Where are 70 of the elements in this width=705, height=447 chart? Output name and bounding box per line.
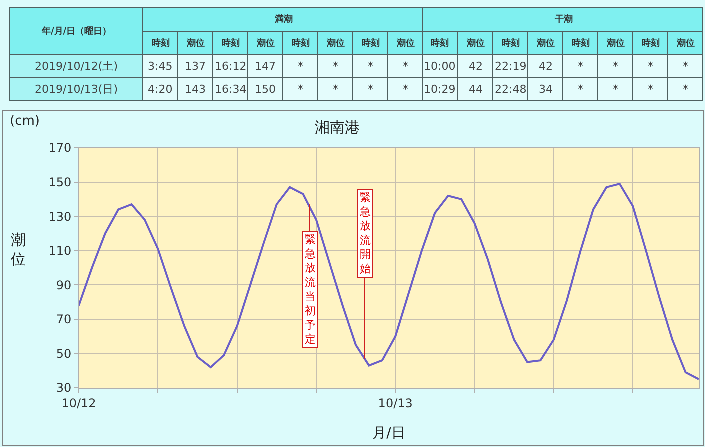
- text: *: [403, 83, 409, 96]
- text: 満潮: [274, 14, 293, 25]
- text: 44: [469, 83, 483, 96]
- y-tick-label: 150: [48, 175, 72, 190]
- text: 潮位: [396, 38, 415, 49]
- text: *: [368, 60, 374, 73]
- text: 22:48: [495, 83, 527, 96]
- text: 22:19: [495, 60, 527, 73]
- text: 時刻: [431, 38, 449, 49]
- x-axis-title: 月/日: [372, 426, 406, 442]
- y-tick-label: 170: [48, 141, 72, 156]
- text: 3:45: [148, 60, 173, 73]
- text: 時刻: [362, 38, 380, 49]
- text: 143: [185, 83, 206, 96]
- text: 時刻: [642, 38, 660, 49]
- text: 150: [255, 83, 276, 96]
- y-tick-label: 110: [48, 244, 72, 258]
- text: (cm): [10, 114, 40, 129]
- text: 潮位: [536, 38, 555, 49]
- text: *: [368, 83, 374, 96]
- text: *: [333, 83, 339, 96]
- annotation: 緊急放流当初予定: [304, 233, 316, 346]
- text: *: [578, 83, 584, 96]
- text: 時刻: [572, 38, 590, 49]
- text: 10:00: [424, 60, 456, 73]
- text: *: [298, 83, 304, 96]
- text: *: [648, 83, 654, 96]
- text: 時刻: [502, 38, 520, 49]
- y-tick-label: 90: [56, 278, 72, 292]
- text: 干潮: [554, 14, 573, 25]
- y-tick-label: 70: [56, 312, 72, 327]
- y-tick-label: 30: [56, 381, 72, 396]
- text: 時刻: [152, 38, 170, 49]
- y-tick-label: 130: [48, 210, 72, 224]
- text: 2019/10/12(土): [35, 60, 118, 73]
- annotation: 緊急放流開始: [359, 191, 371, 276]
- text: 2019/10/13(日): [35, 83, 118, 96]
- text: *: [578, 60, 584, 73]
- text: *: [403, 60, 409, 73]
- y-axis-title: 潮位: [11, 231, 26, 268]
- text: *: [683, 60, 689, 73]
- text: *: [333, 60, 339, 73]
- text: *: [613, 60, 619, 73]
- text: *: [613, 83, 619, 96]
- text: 42: [469, 60, 483, 73]
- text: 10:29: [424, 83, 456, 96]
- text: 年/月/日（曜日）: [41, 26, 112, 37]
- text: 4:20: [148, 83, 173, 96]
- text: 潮位: [466, 38, 485, 49]
- text: *: [298, 60, 304, 73]
- chart-title: 湘南港: [315, 118, 360, 136]
- text: 137: [185, 60, 206, 73]
- text: 潮位: [326, 38, 345, 49]
- line-series: [79, 183, 699, 380]
- text: 潮位: [676, 38, 695, 49]
- text: 16:34: [215, 83, 247, 96]
- x-tick-label: 10/12: [62, 396, 96, 410]
- text: *: [648, 60, 654, 73]
- text: 時刻: [292, 38, 310, 49]
- text: 潮位: [606, 38, 625, 49]
- text: 時刻: [222, 38, 240, 49]
- text: 16:12: [215, 60, 247, 73]
- x-tick-label: 10/13: [378, 396, 413, 410]
- text: 147: [255, 60, 276, 73]
- text: 潮位: [256, 38, 275, 49]
- text: 潮位: [186, 38, 205, 49]
- text: 34: [539, 83, 553, 96]
- text: *: [683, 83, 689, 96]
- y-tick-label: 50: [56, 346, 72, 361]
- text: 42: [539, 60, 553, 73]
